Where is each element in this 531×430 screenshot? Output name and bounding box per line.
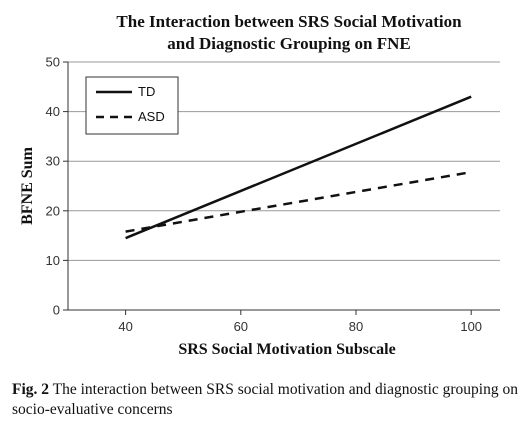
legend-label-asd: ASD <box>138 109 165 124</box>
x-tick-label-40: 40 <box>118 319 132 334</box>
chart-title-line-1: The Interaction between SRS Social Motiv… <box>116 12 462 31</box>
y-tick-label-10: 10 <box>46 253 60 268</box>
chart-title-line-2: and Diagnostic Grouping on FNE <box>167 34 410 53</box>
series-line-asd <box>125 170 472 233</box>
y-tick-label-50: 50 <box>46 55 60 70</box>
y-axis-label: BFNE Sum <box>19 146 36 224</box>
y-tick-label-0: 0 <box>53 303 60 318</box>
figure-caption-label: Fig. 2 <box>12 381 50 398</box>
figure-caption-text: The interaction between SRS social motiv… <box>12 381 518 418</box>
y-tick-label-40: 40 <box>46 104 60 119</box>
series <box>125 95 472 240</box>
figure-caption: Fig. 2 The interaction between SRS socia… <box>12 380 520 420</box>
x-tick-label-80: 80 <box>349 319 363 334</box>
x-axis-label: SRS Social Motivation Subscale <box>178 341 395 358</box>
legend-box <box>85 76 179 135</box>
x-tick-label-60: 60 <box>234 319 248 334</box>
axes <box>67 62 500 311</box>
legend-label-td: TD <box>138 84 155 99</box>
y-tick-label-30: 30 <box>46 154 60 169</box>
y-tick-label-20: 20 <box>46 203 60 218</box>
legend: TD ASD <box>85 76 179 135</box>
chart: The Interaction between SRS Social Motiv… <box>19 12 500 358</box>
series-line-td <box>125 95 472 240</box>
ticks: 0 10 20 30 40 50 40 60 80 100 <box>46 55 483 335</box>
x-tick-label-100: 100 <box>460 319 482 334</box>
